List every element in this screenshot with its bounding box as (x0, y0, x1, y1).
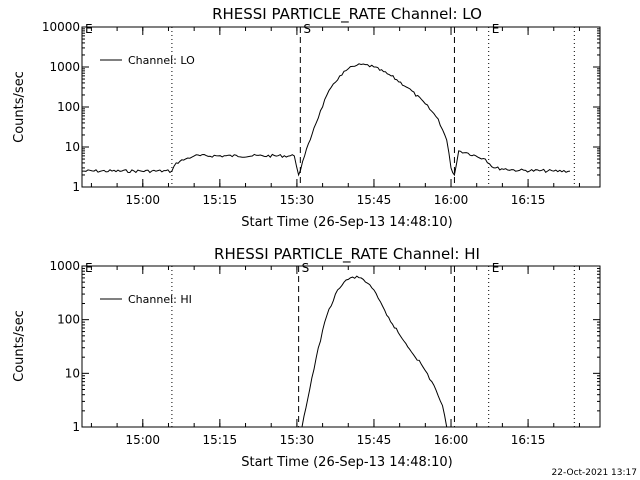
time-marker-label-0: E (85, 22, 93, 36)
x-tick-label-3: 15:45 (357, 433, 392, 447)
time-marker-label-4: E (492, 261, 500, 275)
legend-label: Channel: LO (128, 54, 195, 67)
x-tick-label-2: 15:30 (280, 193, 315, 207)
chart-title: RHESSI PARTICLE_RATE Channel: HI (214, 245, 480, 264)
series-line-lo (82, 63, 571, 177)
x-tick-label-3: 15:45 (357, 193, 392, 207)
time-marker-label-2: S (302, 261, 310, 275)
x-axis-label: Start Time (26-Sep-13 14:48:10) (241, 215, 452, 230)
x-tick-label-4: 16:00 (434, 193, 469, 207)
y-tick-label-0: 1 (72, 420, 80, 434)
x-tick-label-0: 15:00 (125, 193, 160, 207)
plot-frame (81, 265, 601, 428)
chart-title: RHESSI PARTICLE_RATE Channel: LO (212, 5, 482, 24)
time-marker-label-0: E (85, 261, 93, 275)
y-axis-label: Counts/sec (12, 71, 27, 143)
y-tick-label-3: 1000 (49, 259, 80, 273)
y-tick-label-2: 100 (57, 313, 80, 327)
chart-panel-hi: RHESSI PARTICLE_RATE Channel: HI E S E 1 10… (12, 245, 601, 470)
x-tick-label-2: 15:30 (280, 433, 315, 447)
plot-frame (81, 26, 601, 188)
y-axis-label: Counts/sec (12, 310, 27, 382)
y-tick-label-1: 10 (65, 366, 80, 380)
x-tick-label-1: 15:15 (203, 433, 238, 447)
x-tick-label-4: 16:00 (434, 433, 469, 447)
y-tick-label-2: 100 (57, 100, 80, 114)
y-tick-label-3: 1000 (49, 60, 80, 74)
time-marker-label-4: E (492, 22, 500, 36)
x-tick-label-0: 15:00 (125, 433, 160, 447)
y-tick-label-1: 10 (65, 140, 80, 154)
time-marker-label-2: S (303, 22, 311, 36)
footer-timestamp: 22-Oct-2021 13:17 (552, 468, 637, 478)
y-tick-label-0: 1 (72, 180, 80, 194)
x-tick-label-5: 16:15 (511, 193, 546, 207)
y-tick-label-4: 10000 (42, 20, 80, 34)
series-line-hi (301, 275, 448, 428)
legend-label: Channel: HI (128, 293, 192, 306)
x-tick-label-1: 15:15 (203, 193, 238, 207)
x-tick-label-5: 16:15 (511, 433, 546, 447)
chart-panel-lo: RHESSI PARTICLE_RATE Channel: LO E S E 1 10… (12, 5, 601, 230)
x-axis-label: Start Time (26-Sep-13 14:48:10) (241, 455, 452, 470)
